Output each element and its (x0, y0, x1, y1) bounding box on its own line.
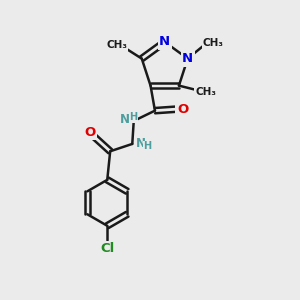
Text: CH₃: CH₃ (196, 86, 217, 97)
Text: N: N (120, 113, 130, 126)
Text: H: H (143, 141, 152, 151)
Text: Cl: Cl (100, 242, 114, 255)
Text: N: N (159, 35, 170, 48)
Text: O: O (177, 103, 188, 116)
Text: H: H (129, 112, 137, 122)
Text: CH₃: CH₃ (106, 40, 127, 50)
Text: N: N (136, 137, 146, 150)
Text: N: N (182, 52, 193, 65)
Text: CH₃: CH₃ (203, 38, 224, 48)
Text: O: O (84, 126, 95, 139)
